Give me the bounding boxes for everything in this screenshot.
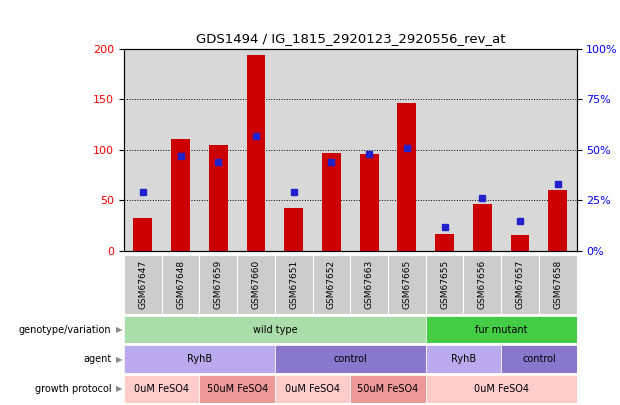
Bar [200, 255, 237, 314]
Text: GSM67651: GSM67651 [289, 260, 298, 309]
Text: fur mutant: fur mutant [475, 325, 528, 335]
Bar [426, 316, 577, 343]
Text: ▶: ▶ [116, 325, 122, 334]
Bar [360, 154, 379, 251]
Bar [237, 255, 275, 314]
Bar [275, 255, 312, 314]
Text: GSM67660: GSM67660 [252, 260, 260, 309]
Text: 0uM FeSO4: 0uM FeSO4 [285, 384, 340, 394]
Bar [548, 190, 567, 251]
Text: GSM67665: GSM67665 [402, 260, 412, 309]
Bar [162, 255, 200, 314]
Text: control: control [334, 354, 367, 364]
Text: control: control [522, 354, 556, 364]
Bar [171, 139, 190, 251]
Text: wild type: wild type [252, 325, 297, 335]
Bar [285, 207, 303, 251]
Text: GSM67648: GSM67648 [176, 260, 185, 309]
Bar [435, 234, 454, 251]
Text: RyhB: RyhB [451, 354, 476, 364]
Text: GSM67658: GSM67658 [553, 260, 562, 309]
Text: 0uM FeSO4: 0uM FeSO4 [134, 384, 189, 394]
Bar [124, 375, 200, 403]
Bar [350, 255, 388, 314]
Bar [397, 103, 416, 251]
Bar [426, 345, 501, 373]
Text: ▶: ▶ [116, 384, 122, 393]
Bar [426, 255, 463, 314]
Bar [200, 375, 275, 403]
Bar [133, 218, 153, 251]
Bar [322, 153, 341, 251]
Text: 50uM FeSO4: 50uM FeSO4 [357, 384, 418, 394]
Bar [247, 55, 265, 251]
Text: ▶: ▶ [116, 355, 122, 364]
Bar [463, 255, 501, 314]
Bar [275, 375, 350, 403]
Title: GDS1494 / IG_1815_2920123_2920556_rev_at: GDS1494 / IG_1815_2920123_2920556_rev_at [195, 32, 505, 45]
Text: GSM67659: GSM67659 [214, 260, 223, 309]
Bar [312, 255, 350, 314]
Bar [124, 316, 426, 343]
Text: growth protocol: growth protocol [35, 384, 112, 394]
Text: genotype/variation: genotype/variation [19, 325, 112, 335]
Bar [501, 345, 577, 373]
Bar [350, 375, 426, 403]
Text: GSM67663: GSM67663 [365, 260, 374, 309]
Bar [501, 255, 539, 314]
Bar [275, 345, 426, 373]
Text: RyhB: RyhB [187, 354, 212, 364]
Bar [388, 255, 426, 314]
Text: GSM67655: GSM67655 [440, 260, 449, 309]
Text: GSM67652: GSM67652 [327, 260, 336, 309]
Text: 50uM FeSO4: 50uM FeSO4 [206, 384, 268, 394]
Text: GSM67656: GSM67656 [478, 260, 487, 309]
Text: 0uM FeSO4: 0uM FeSO4 [474, 384, 529, 394]
Text: agent: agent [83, 354, 112, 364]
Bar [426, 375, 577, 403]
Bar [473, 203, 492, 251]
Bar [124, 255, 162, 314]
Text: GSM67647: GSM67647 [138, 260, 148, 309]
Bar [539, 255, 577, 314]
Bar [511, 235, 529, 251]
Text: GSM67657: GSM67657 [515, 260, 525, 309]
Bar [124, 345, 275, 373]
Bar [209, 145, 228, 251]
